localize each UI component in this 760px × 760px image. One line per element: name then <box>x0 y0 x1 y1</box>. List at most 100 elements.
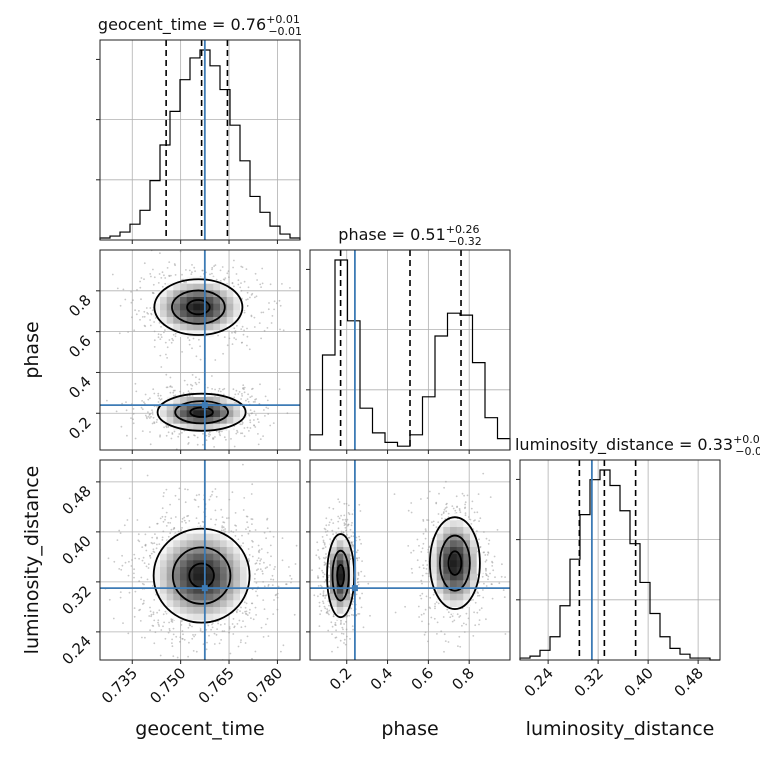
scatter-point <box>221 516 224 518</box>
scatter-point <box>272 578 275 581</box>
scatter-point <box>141 316 144 318</box>
scatter-point <box>260 626 263 629</box>
scatter-point <box>211 266 214 269</box>
scatter-point <box>131 559 133 561</box>
scatter-point <box>240 544 242 547</box>
density-cell <box>226 296 234 304</box>
scatter-point <box>211 623 213 626</box>
scatter-point <box>121 564 124 567</box>
density-cell <box>186 396 194 404</box>
scatter-point <box>184 488 187 490</box>
density-cell <box>166 303 174 311</box>
density-cell <box>173 580 181 587</box>
density-cell <box>200 533 207 541</box>
scatter-point <box>250 493 253 495</box>
scatter-point <box>251 395 253 398</box>
density-cell <box>173 410 181 417</box>
scatter-point <box>318 567 321 570</box>
scatter-point <box>334 622 337 624</box>
density-cell <box>213 600 221 607</box>
scatter-point <box>503 596 506 598</box>
scatter-point <box>175 635 178 638</box>
scatter-point <box>172 633 175 636</box>
scatter-point <box>237 538 240 541</box>
scatter-point <box>322 602 325 605</box>
scatter-point <box>232 633 235 635</box>
scatter-point <box>325 594 328 597</box>
scatter-point <box>142 556 145 559</box>
scatter-point <box>348 536 350 539</box>
scatter-point <box>331 650 333 653</box>
scatter-point <box>241 612 244 614</box>
scatter-point <box>172 528 175 530</box>
scatter-point <box>464 503 466 506</box>
scatter-point <box>348 513 351 516</box>
scatter-point <box>355 551 358 554</box>
density-cell <box>200 330 207 337</box>
scatter-point <box>478 619 481 621</box>
scatter-point <box>151 411 154 413</box>
scatter-point <box>166 267 169 269</box>
scatter-point <box>228 626 231 628</box>
scatter-point <box>185 281 187 284</box>
scatter-point <box>322 539 325 542</box>
density-cell <box>193 606 201 614</box>
scatter-point <box>255 562 258 565</box>
scatter-point <box>169 503 172 506</box>
scatter-point <box>422 567 425 570</box>
density-cell <box>173 593 181 601</box>
scatter-point <box>135 313 138 316</box>
scatter-point <box>234 512 237 514</box>
scatter-point <box>217 622 220 625</box>
scatter-point <box>461 492 464 495</box>
scatter-point <box>195 355 198 358</box>
scatter-point <box>443 633 446 636</box>
scatter-point <box>167 631 170 634</box>
scatter-point <box>259 383 261 386</box>
scatter-point <box>158 397 161 400</box>
scatter-point <box>253 424 255 426</box>
density-cell <box>180 613 187 621</box>
scatter-point <box>164 341 167 344</box>
scatter-point <box>252 401 255 403</box>
scatter-point <box>249 419 252 422</box>
scatter-point <box>243 435 246 438</box>
scatter-point <box>156 667 158 669</box>
scatter-point <box>329 538 331 540</box>
scatter-point <box>251 387 254 390</box>
scatter-point <box>187 337 189 339</box>
scatter-point <box>169 385 172 388</box>
scatter-point <box>348 614 351 617</box>
scatter-point <box>232 388 235 391</box>
scatter-point <box>187 626 190 629</box>
density-cell <box>180 310 187 317</box>
scatter-point <box>176 656 179 659</box>
scatter-point <box>161 507 164 510</box>
density-cell <box>463 573 471 581</box>
scatter-point <box>290 578 293 580</box>
scatter-point <box>193 434 195 436</box>
density-cell <box>233 310 241 317</box>
scatter-point <box>196 443 199 446</box>
scatter-point <box>254 573 256 575</box>
scatter-point <box>149 431 151 433</box>
scatter-point <box>259 568 262 571</box>
density-cell <box>193 330 201 337</box>
scatter-point <box>350 607 353 610</box>
scatter-point <box>157 392 160 395</box>
density-cell <box>186 600 194 607</box>
scatter-point <box>189 667 191 669</box>
density-cell <box>443 580 451 587</box>
scatter-point <box>427 519 430 522</box>
density-cell <box>180 296 187 304</box>
scatter-point <box>434 605 436 608</box>
scatter-point <box>223 278 226 281</box>
scatter-point <box>264 567 267 570</box>
scatter-point <box>347 504 350 507</box>
scatter-point <box>265 623 267 626</box>
density-cell <box>193 573 201 581</box>
scatter-point <box>279 328 281 331</box>
scatter-point <box>155 421 158 423</box>
scatter-point <box>244 610 247 613</box>
scatter-point <box>349 638 351 640</box>
